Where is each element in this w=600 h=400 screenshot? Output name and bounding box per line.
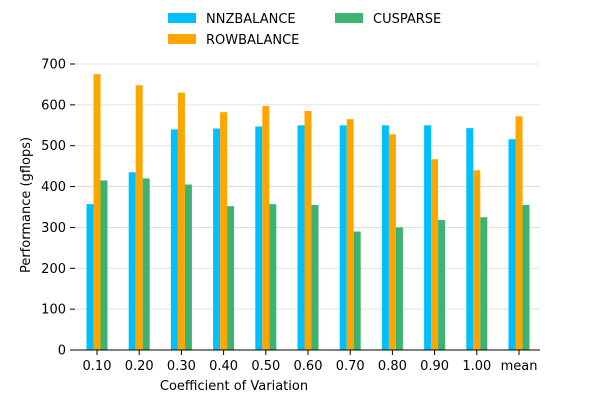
bar <box>184 184 192 350</box>
x-tick-label: 0.30 <box>167 359 196 374</box>
bar <box>220 112 228 350</box>
bar <box>142 178 150 350</box>
bar <box>424 125 432 351</box>
x-tick-label: 0.60 <box>294 359 323 374</box>
bar <box>128 172 136 350</box>
bar <box>431 159 439 350</box>
x-tick-label: 0.70 <box>336 359 365 374</box>
x-tick-label: 0.40 <box>209 359 238 374</box>
bar <box>311 204 319 350</box>
y-tick-label: 600 <box>41 98 66 113</box>
bar <box>227 206 235 350</box>
legend-label: ROWBALANCE <box>206 33 299 48</box>
bar <box>522 204 530 350</box>
bar <box>339 125 347 351</box>
legend-label: NNZBALANCE <box>206 12 296 27</box>
legend-swatch <box>335 13 363 23</box>
bar <box>395 227 403 350</box>
bar <box>100 180 108 350</box>
legend-swatch <box>168 13 196 23</box>
legend: NNZBALANCE ROWBALANCE CUSPARSE <box>168 12 441 48</box>
x-tick-label: 0.50 <box>251 359 280 374</box>
x-tick-label: 1.00 <box>462 359 491 374</box>
bar <box>170 129 178 350</box>
y-tick-labels: 0 100 200 300 400 500 600 700 <box>41 58 75 359</box>
bar <box>262 106 270 350</box>
bar <box>515 116 523 350</box>
x-tick-label: 0.80 <box>378 359 407 374</box>
bar <box>304 110 312 350</box>
y-tick-label: 400 <box>41 180 66 195</box>
bar <box>381 125 389 351</box>
bar <box>480 217 488 350</box>
bar <box>255 126 263 350</box>
x-axis-title: Coefficient of Variation <box>160 379 308 394</box>
bar <box>135 85 143 350</box>
bar <box>466 128 474 350</box>
bar <box>388 134 396 350</box>
bar <box>177 92 185 350</box>
y-tick-label: 200 <box>41 262 66 277</box>
x-tick-label: mean <box>501 359 538 374</box>
bar <box>353 231 361 350</box>
y-axis-title: Performance (gflops) <box>19 137 34 273</box>
bar <box>93 74 101 350</box>
bar <box>346 119 354 351</box>
x-tick-labels: 0.10 0.20 0.30 0.40 0.50 0.60 0.70 0.80 0.90 1.00… <box>83 350 538 374</box>
legend-swatch <box>168 34 196 44</box>
bar <box>86 204 94 350</box>
y-tick-label: 0 <box>58 344 66 359</box>
y-tick-label: 500 <box>41 139 66 154</box>
y-tick-label: 300 <box>41 221 66 236</box>
bar <box>297 125 305 351</box>
bar <box>473 170 481 350</box>
legend-label: CUSPARSE <box>373 12 441 27</box>
y-tick-label: 100 <box>41 303 66 318</box>
bar <box>269 204 277 350</box>
bars <box>86 74 530 351</box>
bar <box>213 128 221 350</box>
x-tick-label: 0.10 <box>83 359 112 374</box>
bar <box>438 220 446 350</box>
y-tick-label: 700 <box>41 58 66 73</box>
bar <box>508 139 516 350</box>
x-tick-label: 0.20 <box>125 359 154 374</box>
x-tick-label: 0.90 <box>420 359 449 374</box>
